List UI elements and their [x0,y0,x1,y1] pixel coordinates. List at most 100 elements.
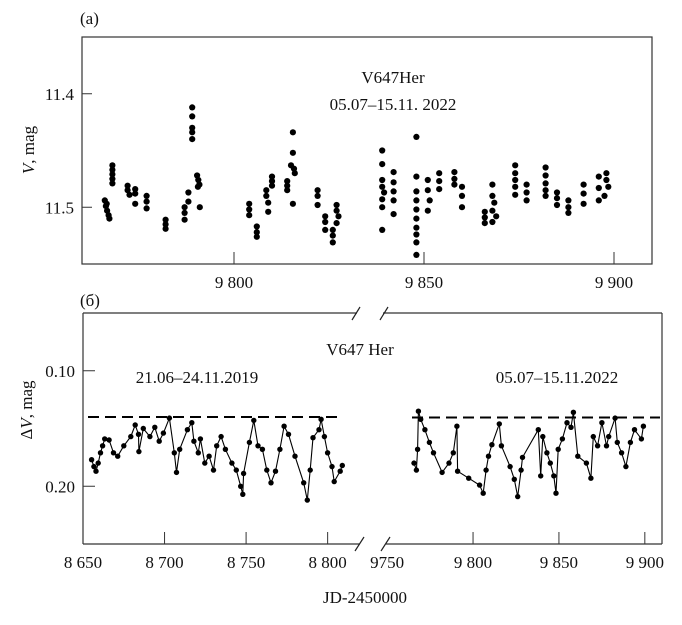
data-point-2022 [446,460,452,466]
data-point-2019 [292,453,298,459]
data-point-2022 [498,443,505,449]
data-point-2019 [195,450,201,456]
data-point-2019 [310,435,316,441]
x-tick-label: 9 800 [454,553,492,572]
data-point [512,191,519,198]
data-point-2022 [547,460,553,466]
panel-a-ylabel-var: V [19,161,38,174]
data-point-2022 [413,467,420,473]
data-point-2019 [324,450,331,456]
data-point [565,209,572,216]
data-point-2019 [132,422,138,428]
data-point-2019 [268,480,274,486]
data-point-2019 [304,497,310,503]
data-point [512,176,519,184]
data-point [413,197,420,204]
data-point [601,192,608,199]
data-point-2019 [264,467,270,473]
data-point-2022 [507,463,513,470]
data-point-2022 [603,443,610,449]
panel-a-subtitle: 05.07–15.11. 2022 [330,95,457,114]
data-point-2019 [102,436,108,442]
data-point-2019 [99,443,106,449]
data-point-2022 [450,450,456,456]
data-point [322,218,329,226]
data-point [289,149,296,156]
data-point-2022 [411,460,417,466]
data-point-2019 [233,467,239,473]
data-point-2022 [485,453,492,459]
data-point [481,220,488,227]
data-point [268,173,276,180]
data-point [413,239,420,246]
panel-a-frame [81,36,653,265]
data-point [436,178,443,185]
data-point [291,170,298,177]
data-point [595,173,602,180]
data-point [162,225,169,232]
data-point-2019 [321,433,328,440]
data-point [196,204,203,211]
data-point [132,186,139,193]
data-point-2022 [588,475,594,481]
data-point [379,161,386,168]
data-point [189,104,196,111]
data-point-2019 [301,480,307,486]
data-point-2022 [631,427,638,433]
data-point-2019 [166,415,173,421]
data-point [424,176,431,184]
data-point-2019 [331,478,337,485]
data-point [268,178,276,185]
data-point-2019 [88,457,95,463]
data-point [322,213,329,220]
data-point [185,198,192,205]
data-point [458,204,466,211]
data-point-2022 [618,450,625,456]
y-tick-label: 11.4 [45,85,75,104]
data-point-2022 [496,421,502,427]
data-point-2019 [229,460,235,466]
data-point [263,192,270,199]
data-point [333,201,340,209]
data-point-2019 [277,446,283,452]
data-point [481,214,488,221]
series-line-2022 [413,411,644,497]
y-tick-label: 0.20 [45,477,75,496]
data-point-2019 [329,463,335,470]
data-point [458,192,466,199]
panel-b-ylabel-delta: Δ [17,429,36,440]
data-point-2019 [285,431,292,437]
data-point-2022 [612,415,618,421]
data-point [329,239,336,246]
panel-b-ylabel: ΔV, mag [17,380,36,440]
data-point-2019 [140,425,146,432]
data-point [390,179,397,186]
data-point [565,197,572,204]
data-point [451,181,458,188]
data-point [379,226,386,233]
data-point-2022 [476,482,483,488]
panel-b-title: V647 Her [326,340,394,359]
data-point-2019 [156,438,162,444]
data-point-2022 [483,467,489,473]
data-point-2019 [106,437,112,443]
data-point-2019 [281,423,287,429]
data-point [185,189,192,196]
data-point [580,200,587,207]
data-point-2022 [599,420,605,426]
data-point [542,164,549,171]
data-point [109,175,116,182]
data-point [413,188,420,195]
data-point [333,207,340,214]
data-point [595,197,602,204]
data-point-2022 [454,468,461,474]
series-line-2019 [91,415,343,501]
data-point [390,197,397,204]
data-point [109,180,116,187]
data-point [162,221,169,228]
data-point-2022 [538,473,544,479]
data-point [580,181,587,188]
data-point [436,186,443,193]
data-point [253,223,260,230]
